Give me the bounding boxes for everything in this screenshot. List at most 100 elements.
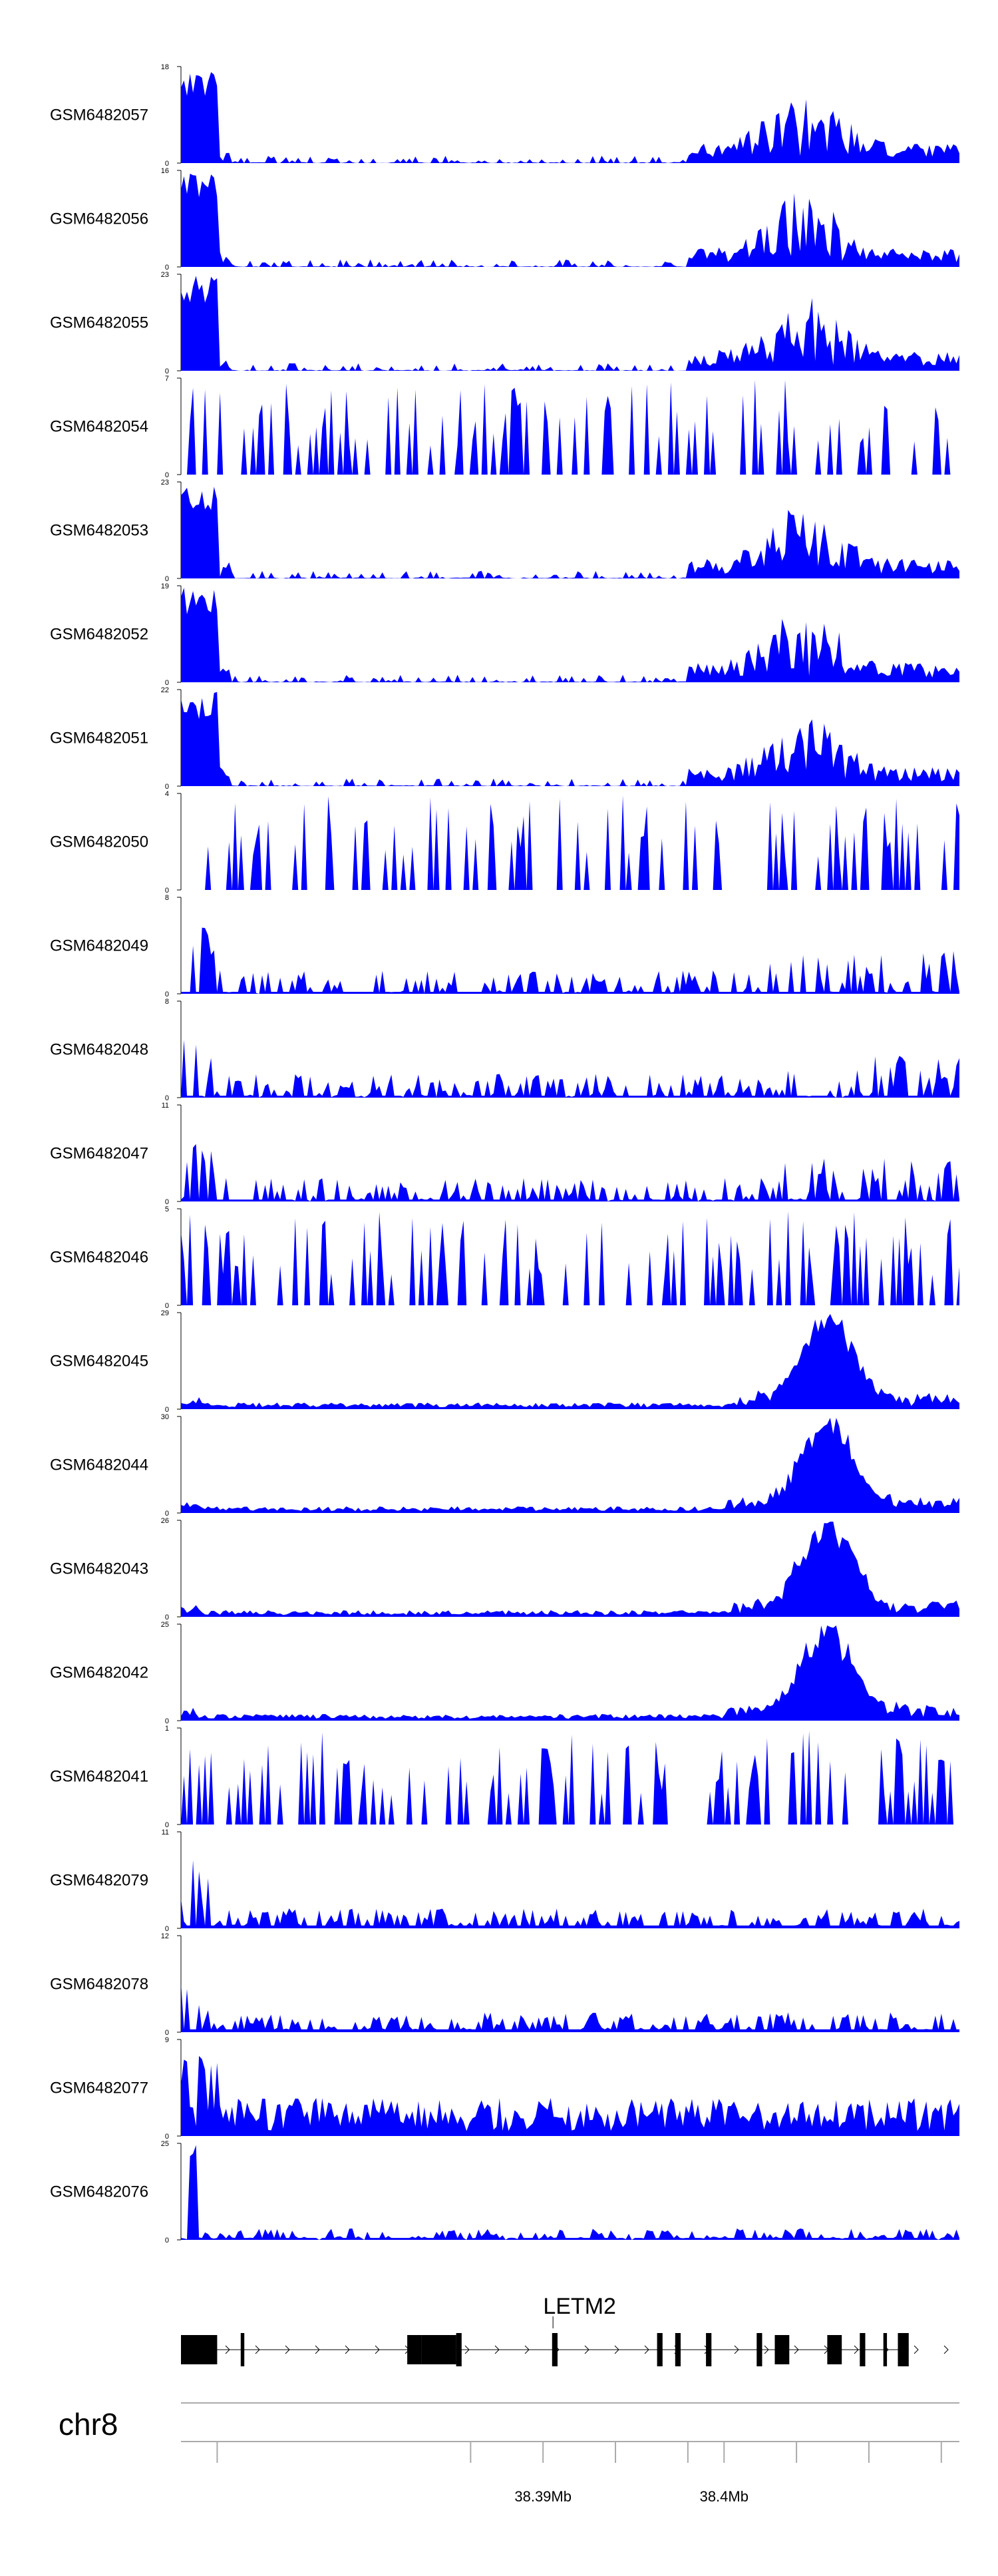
coverage-tracks: GSM6482057180GSM6482056160GSM6482055230G… <box>50 63 959 2245</box>
track-name-label: GSM6482051 <box>50 730 148 748</box>
coverage-area-GSM6482054 <box>181 379 959 475</box>
track-name-label: GSM6482047 <box>50 1145 148 1163</box>
track-name-label: GSM6482078 <box>50 1976 148 1994</box>
track-GSM6482042: GSM6482042 25 0 <box>50 1621 959 1725</box>
exon-8 <box>706 2333 712 2366</box>
x-tick-label: 38.4Mb <box>700 2488 748 2505</box>
track-name-label: GSM6482045 <box>50 1353 148 1371</box>
track-GSM6482044: GSM6482044 30 0 <box>50 1413 959 1518</box>
track-GSM6482045: GSM6482045 29 0 <box>50 1309 959 1414</box>
track-name-label: GSM6482041 <box>50 1768 148 1786</box>
y-tick-label-max: 5 <box>165 1205 169 1213</box>
strand-arrow <box>494 2345 500 2354</box>
track-GSM6482043: GSM6482043 26 0 <box>50 1517 959 1621</box>
track-name-label: GSM6482053 <box>50 522 148 540</box>
y-tick-label-min: 0 <box>165 2237 169 2245</box>
y-tick-label-max: 29 <box>161 1309 169 1317</box>
strand-arrow <box>854 2345 859 2354</box>
track-name-label: GSM6482042 <box>50 1664 148 1682</box>
exon-10 <box>774 2335 790 2364</box>
track-name-label: GSM6482044 <box>50 1456 148 1474</box>
coverage-area-GSM6482041 <box>181 1731 959 1825</box>
coverage-area-GSM6482049 <box>181 927 959 994</box>
coverage-area-GSM6482053 <box>181 487 959 578</box>
track-name-label: GSM6482048 <box>50 1041 148 1059</box>
track-GSM6482076: GSM6482076 25 0 <box>50 2140 959 2245</box>
y-tick-label-max: 11 <box>162 1102 169 1110</box>
exon-9 <box>756 2333 762 2366</box>
strand-arrow <box>584 2345 589 2354</box>
coverage-area-GSM6482048 <box>181 1040 959 1098</box>
y-tick-label-min: 0 <box>165 367 169 375</box>
exon-4 <box>456 2333 462 2366</box>
y-tick-label-min: 0 <box>165 2029 169 2037</box>
gene-track: LETM2 <box>181 2294 949 2366</box>
y-tick-label-max: 1 <box>165 1725 169 1733</box>
y-tick-label-min: 0 <box>165 1925 169 1933</box>
coverage-area-GSM6482042 <box>181 1625 959 1721</box>
chromosome-label: chr8 <box>59 2407 118 2442</box>
track-name-label: GSM6482055 <box>50 314 148 332</box>
track-name-label: GSM6482054 <box>50 418 148 436</box>
strand-arrow <box>914 2345 919 2354</box>
y-tick-label-max: 23 <box>161 271 169 279</box>
track-name-label: GSM6482049 <box>50 937 148 955</box>
y-tick-label-min: 0 <box>165 1510 169 1518</box>
y-tick-label-max: 18 <box>161 63 169 71</box>
strand-arrow <box>464 2345 470 2354</box>
coverage-area-GSM6482046 <box>181 1211 959 1305</box>
y-tick-label-max: 7 <box>165 375 169 383</box>
strand-arrow <box>644 2345 649 2354</box>
track-GSM6482078: GSM6482078 12 0 <box>50 1932 959 2037</box>
y-tick-label-max: 11 <box>162 1828 169 1836</box>
strand-arrow <box>315 2345 320 2354</box>
exon-13 <box>883 2333 888 2366</box>
track-name-label: GSM6482043 <box>50 1560 148 1578</box>
track-GSM6482050: GSM6482050 4 0 <box>50 790 959 895</box>
track-GSM6482056: GSM6482056 16 0 <box>50 167 959 272</box>
coverage-area-GSM6482056 <box>181 173 959 267</box>
track-name-label: GSM6482050 <box>50 833 148 851</box>
track-name-label: GSM6482056 <box>50 210 148 228</box>
y-tick-label-max: 30 <box>161 1413 169 1421</box>
y-tick-label-min: 0 <box>165 2133 169 2141</box>
y-tick-label-max: 4 <box>165 790 169 798</box>
track-GSM6482057: GSM6482057 18 0 <box>50 63 959 168</box>
x-tick-label: 38.39Mb <box>514 2488 572 2505</box>
y-tick-label-max: 22 <box>161 686 169 694</box>
y-tick-label-min: 0 <box>165 1406 169 1414</box>
track-GSM6482048: GSM6482048 8 0 <box>50 998 959 1102</box>
strand-arrow <box>345 2345 350 2354</box>
coverage-area-GSM6482045 <box>181 1314 959 1409</box>
coverage-area-GSM6482079 <box>181 1860 959 1928</box>
y-tick-label-min: 0 <box>165 264 169 272</box>
track-GSM6482041: GSM6482041 1 0 <box>50 1725 959 1829</box>
y-tick-label-max: 19 <box>161 582 169 590</box>
track-GSM6482047: GSM6482047 11 0 <box>50 1102 959 1206</box>
track-GSM6482055: GSM6482055 23 0 <box>50 271 959 375</box>
strand-arrow <box>764 2345 769 2354</box>
track-name-label: GSM6482076 <box>50 2183 148 2201</box>
strand-arrow <box>375 2345 380 2354</box>
track-GSM6482053: GSM6482053 23 0 <box>50 479 959 583</box>
coverage-area-GSM6482057 <box>181 72 959 164</box>
y-tick-label-min: 0 <box>165 1717 169 1725</box>
y-tick-label-min: 0 <box>165 783 169 791</box>
y-tick-label-max: 25 <box>161 2140 169 2148</box>
track-name-label: GSM6482079 <box>50 1872 148 1890</box>
y-tick-label-min: 0 <box>165 160 169 168</box>
strand-arrow <box>734 2345 739 2354</box>
coverage-area-GSM6482051 <box>181 692 959 786</box>
y-tick-label-min: 0 <box>165 679 169 687</box>
y-tick-label-min: 0 <box>165 1821 169 1829</box>
track-GSM6482054: GSM6482054 7 0 <box>50 375 959 479</box>
exon-1 <box>240 2333 245 2366</box>
y-tick-label-min: 0 <box>165 887 169 895</box>
y-tick-label-max: 8 <box>165 998 169 1006</box>
exon-3 <box>421 2335 456 2364</box>
exon-0 <box>181 2335 218 2364</box>
gene-name-label: LETM2 <box>543 2294 616 2319</box>
exon-11 <box>827 2335 842 2364</box>
track-name-label: GSM6482046 <box>50 1249 148 1267</box>
